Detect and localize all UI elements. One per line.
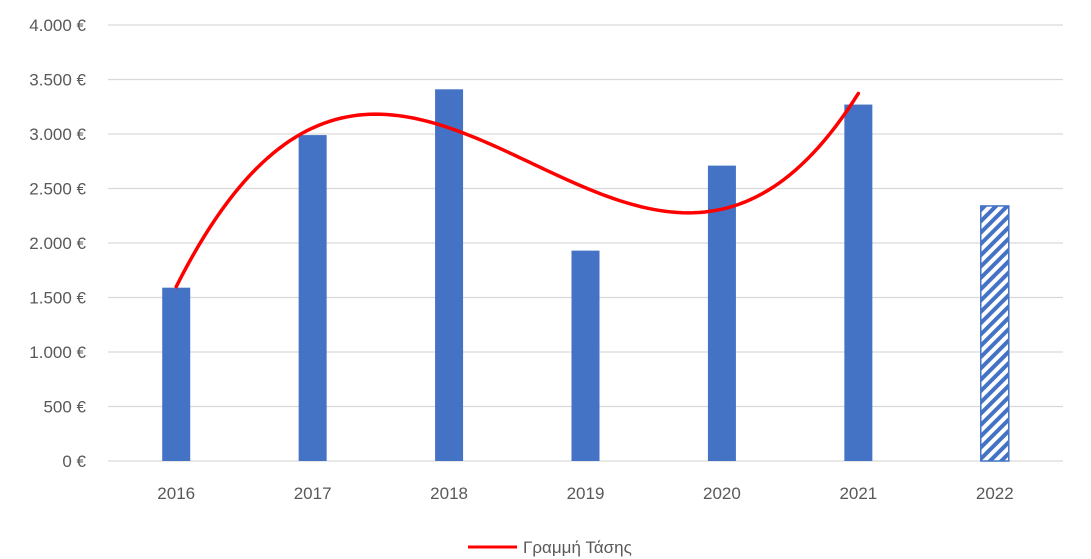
bars (162, 89, 1010, 462)
x-tick-label: 2018 (430, 484, 468, 503)
x-tick-label: 2021 (839, 484, 877, 503)
trendline-path (174, 91, 861, 289)
x-tick-label: 2022 (976, 484, 1014, 503)
y-tick-label: 0 € (62, 452, 86, 471)
y-axis: 0 € 500 € 1.000 € 1.500 € 2.000 € 2.500 € 3.00… (29, 16, 86, 471)
x-axis: 2016 2017 2018 2019 2020 2021 2022 (157, 484, 1013, 503)
y-tick-label: 2.500 € (29, 180, 86, 199)
legend: Γραμμή Τάσης (468, 538, 632, 557)
bar-2016 (162, 287, 191, 461)
legend-label-trendline: Γραμμή Τάσης (523, 538, 632, 557)
y-tick-label: 4.000 € (29, 16, 86, 35)
y-tick-label: 2.000 € (29, 234, 86, 253)
x-tick-label: 2020 (703, 484, 741, 503)
y-tick-label: 3.500 € (29, 71, 86, 90)
x-tick-label: 2017 (294, 484, 332, 503)
bar-2018 (435, 89, 464, 461)
bar-2022 (980, 205, 1010, 462)
x-tick-label: 2016 (157, 484, 195, 503)
x-tick-label: 2019 (567, 484, 605, 503)
bar-2017 (298, 135, 327, 461)
bar-2021 (844, 104, 873, 461)
y-tick-label: 3.000 € (29, 125, 86, 144)
bar-2020 (707, 165, 736, 462)
y-tick-label: 500 € (43, 398, 86, 417)
bar-2019 (571, 250, 600, 461)
y-tick-label: 1.500 € (29, 289, 86, 308)
trendline (174, 91, 861, 289)
y-tick-label: 1.000 € (29, 343, 86, 362)
